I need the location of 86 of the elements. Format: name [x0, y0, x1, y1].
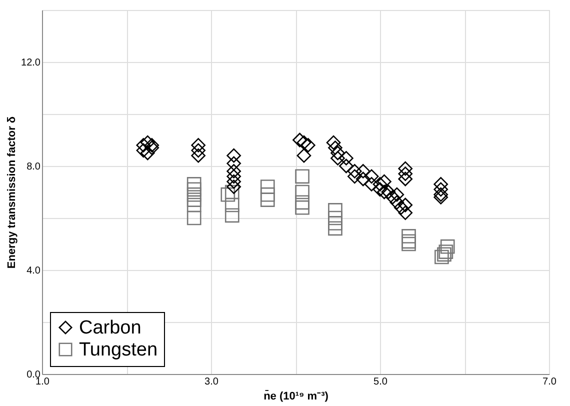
y-tick-label: 4.0 [26, 266, 41, 276]
point [186, 187, 202, 202]
point [295, 184, 310, 200]
point [186, 192, 202, 207]
point [398, 166, 413, 181]
point [402, 229, 416, 244]
point [224, 184, 240, 200]
point [372, 182, 388, 197]
legend-label: Carbon [79, 318, 142, 338]
point [226, 156, 241, 171]
x-tick-label: 5.0 [374, 376, 388, 388]
point [328, 216, 342, 230]
point [301, 138, 316, 152]
point [364, 169, 379, 184]
point [434, 190, 448, 204]
point [295, 200, 310, 215]
point [186, 198, 202, 212]
point [296, 135, 312, 150]
point [398, 172, 413, 186]
point [260, 187, 275, 202]
point [377, 174, 392, 189]
point [186, 177, 202, 192]
point [326, 135, 341, 150]
point [438, 244, 454, 259]
x-axis-title: n̄e (10¹⁹ m⁻³) [264, 390, 329, 402]
point [226, 174, 241, 189]
point [220, 187, 236, 202]
point [434, 250, 449, 264]
point [191, 138, 206, 152]
point [328, 210, 342, 226]
point [144, 138, 160, 152]
point [226, 169, 241, 184]
point [381, 184, 396, 200]
point [347, 164, 362, 178]
point [402, 234, 416, 249]
legend-label: Tungsten [79, 340, 158, 360]
point [398, 161, 413, 176]
point [140, 146, 155, 160]
point [434, 177, 448, 192]
point [191, 148, 206, 163]
point [226, 164, 241, 178]
point [398, 198, 413, 212]
point [186, 182, 202, 197]
point [191, 143, 206, 158]
point [186, 210, 202, 226]
y-tick-label: 12.0 [21, 58, 41, 68]
point [226, 180, 241, 194]
x-tick-label: 7.0 [542, 376, 557, 388]
y-tick-label: 8.0 [26, 162, 41, 172]
point [292, 132, 307, 148]
x-tick-label: 3.0 [204, 376, 219, 388]
point [347, 169, 362, 184]
point [328, 221, 342, 236]
point [434, 187, 448, 202]
point [330, 151, 345, 166]
point [390, 195, 404, 210]
x-tick-label: 1.0 [36, 376, 50, 388]
point [394, 200, 408, 215]
point [295, 195, 310, 210]
point [364, 177, 379, 192]
point [260, 192, 275, 207]
point [440, 239, 455, 254]
point [339, 151, 354, 166]
point [402, 236, 416, 252]
point [434, 182, 448, 197]
point [390, 187, 404, 202]
point [398, 206, 413, 220]
point [136, 138, 151, 152]
point [356, 164, 370, 178]
point [296, 148, 312, 163]
point [328, 140, 342, 155]
point [386, 190, 400, 204]
point [339, 158, 354, 174]
point [224, 198, 240, 212]
y-axis-title: Energy transmission factor δ [6, 116, 18, 269]
point [437, 247, 452, 262]
point [144, 140, 160, 155]
point [377, 184, 392, 200]
point [226, 148, 241, 163]
point [295, 169, 310, 184]
point [372, 177, 388, 192]
point [356, 172, 370, 186]
point [224, 208, 240, 223]
point [330, 146, 345, 160]
point [140, 135, 155, 150]
point [136, 143, 151, 158]
